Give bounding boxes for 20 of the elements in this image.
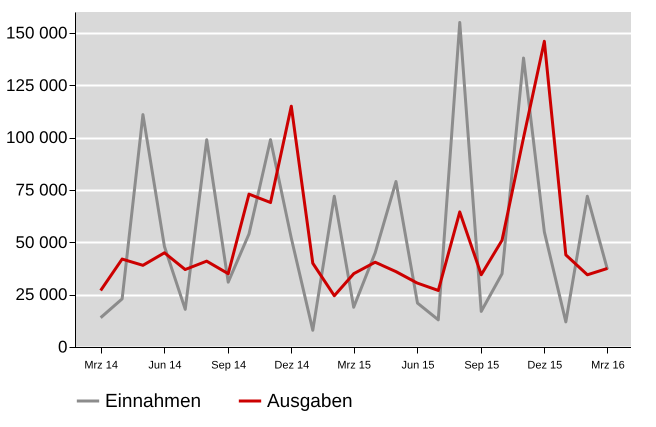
y-tick-label: 125 000 [6,76,68,95]
y-tick-label: 100 000 [6,128,68,148]
y-tick-label: 150 000 [6,23,68,42]
line-series [99,40,609,298]
x-tick-label: Sep 15 [464,360,500,372]
x-tick-label: Dez 15 [527,360,562,372]
x-tick-label: Mrz 15 [337,360,372,372]
y-tick-label: 0 [58,338,68,356]
x-tick-label: Mrz 16 [591,360,625,372]
legend-label: Einnahmen [105,391,202,412]
x-tick-label: Jun 14 [148,360,182,372]
x-tick-label: Mrz 14 [84,360,118,372]
line-series [99,20,609,332]
x-tick-label: Jun 15 [401,360,434,372]
y-tick-label: 50 000 [16,232,68,252]
x-tick-label: Sep 14 [211,360,246,372]
x-tick-label: Dez 14 [274,360,310,372]
y-tick-label: 25 000 [16,285,68,304]
legend-label: Ausgaben [267,391,353,412]
y-tick-label: 75 000 [16,180,68,200]
